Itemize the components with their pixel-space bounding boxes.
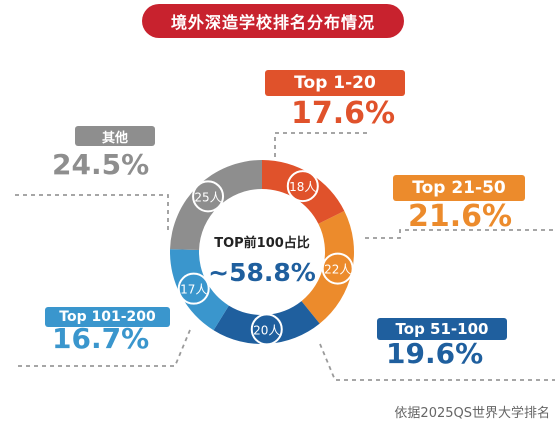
- donut-slice: [170, 160, 262, 251]
- donut-slice: [213, 301, 320, 344]
- count-label: 18人: [289, 180, 316, 194]
- slice-percent: 24.5%: [52, 148, 150, 181]
- count-bubble: [192, 180, 225, 213]
- leader-line: [319, 343, 555, 381]
- count-label: 17人: [180, 283, 207, 297]
- donut-slice: [170, 249, 229, 331]
- leader-line: [274, 132, 370, 165]
- slice-percent: 21.6%: [408, 199, 513, 234]
- leader-line: [15, 194, 169, 230]
- count-bubble: [286, 170, 319, 203]
- count-bubble: [250, 313, 283, 346]
- donut-slice: [301, 210, 354, 324]
- center-label: TOP前100占比: [214, 235, 310, 251]
- center-value: ~58.8%: [208, 258, 316, 287]
- source-note: 依据2025QS世界大学排名: [394, 406, 550, 421]
- leader-line: [365, 229, 555, 239]
- slice-percent: 17.6%: [291, 96, 396, 131]
- count-label: 20人: [253, 323, 280, 337]
- count-bubble: [321, 252, 354, 285]
- slice-name-tag: 其他: [75, 126, 155, 146]
- donut-hole: [200, 190, 324, 314]
- slice-name-tag: Top 21-50: [393, 175, 525, 201]
- count-label: 22人: [324, 263, 351, 277]
- slice-percent: 19.6%: [386, 337, 484, 370]
- chart-title: 境外深造学校排名分布情况: [142, 4, 404, 38]
- slice-name-tag: Top 51-100: [377, 318, 507, 340]
- slice-name-tag: Top 101-200: [45, 307, 170, 327]
- leader-line: [15, 329, 191, 367]
- count-label: 25人: [194, 190, 221, 204]
- slice-percent: 16.7%: [52, 322, 150, 355]
- slice-name-tag: Top 1-20: [265, 70, 405, 96]
- count-bubble: [177, 272, 210, 305]
- donut-slice: [262, 160, 345, 224]
